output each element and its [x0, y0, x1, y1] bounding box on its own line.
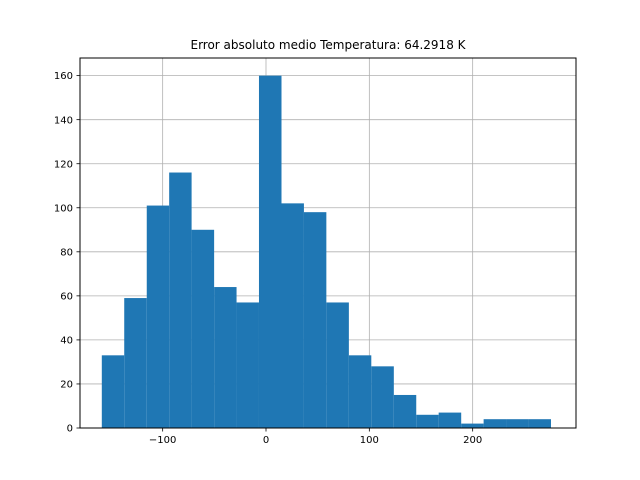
x-tick-label: 0 [263, 435, 269, 446]
histogram-bar [528, 419, 551, 428]
y-tick-label: 160 [54, 71, 73, 82]
histogram-bar [461, 423, 484, 428]
histogram-bar [393, 394, 417, 428]
histogram-bar [236, 302, 259, 428]
y-tick-label: 0 [67, 424, 73, 435]
histogram-bar [483, 419, 507, 428]
axes: 0 20 40 60 80 100 120 140 160 −100 0 100 200 [54, 71, 482, 446]
y-tick-label: 20 [60, 380, 73, 391]
chart-title: Error absoluto medio Temperatura: 64.291… [190, 38, 466, 52]
x-tick-label: 200 [463, 435, 482, 446]
histogram-bar [281, 203, 304, 428]
histogram-bar [124, 298, 147, 428]
histogram-bar [348, 355, 372, 428]
histogram-bar [101, 355, 125, 428]
y-tick-label: 40 [60, 336, 73, 347]
bars [101, 75, 551, 428]
histogram-bar [506, 419, 529, 428]
plot-frame [79, 57, 577, 429]
histogram-bar [371, 366, 394, 428]
histogram-bar [146, 205, 170, 428]
histogram-bar [326, 302, 349, 428]
histogram-bar [258, 75, 282, 428]
histogram-bar [214, 287, 237, 428]
histogram-bar [169, 172, 192, 428]
y-tick-label: 60 [60, 291, 73, 302]
histogram-bar [416, 414, 439, 428]
y-tick-label: 120 [54, 159, 73, 170]
histogram-bar [191, 229, 215, 428]
x-tick-label: 100 [360, 435, 379, 446]
x-tick-label: −100 [149, 435, 176, 446]
y-tick-label: 140 [54, 115, 73, 126]
histogram-bar [438, 412, 462, 428]
histogram-bar [303, 212, 327, 428]
y-tick-label: 100 [54, 203, 73, 214]
y-tick-label: 80 [60, 247, 73, 258]
